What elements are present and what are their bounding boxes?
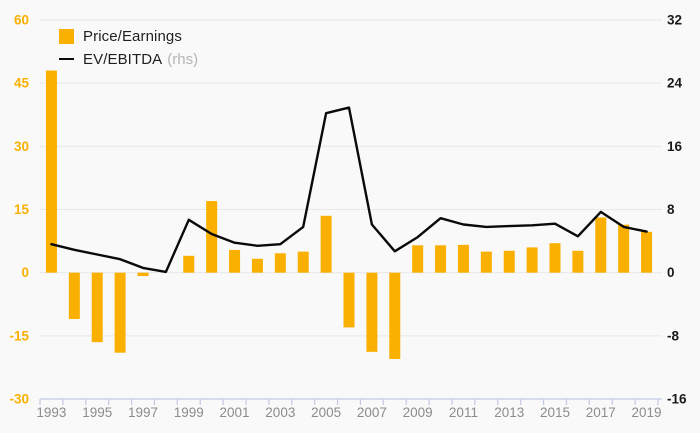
- bar-2006: [343, 272, 355, 328]
- bar-2003: [274, 253, 286, 273]
- x-axis-year-label: 2007: [357, 405, 387, 420]
- x-axis-year-label: 2005: [311, 405, 341, 420]
- bar-2009: [412, 245, 424, 273]
- bar-2007: [366, 272, 378, 352]
- left-axis-tick-label: 60: [14, 13, 29, 28]
- bar-1996: [114, 272, 126, 353]
- ev-ebitda-label: EV/EBITDA: [83, 50, 163, 68]
- bar-2011: [457, 244, 469, 273]
- x-axis-year-label: 2001: [220, 405, 250, 420]
- ev-ebitda-line-swatch-icon: [59, 57, 74, 61]
- legend-item-ev-ebitda: EV/EBITDA (rhs): [59, 48, 198, 70]
- bar-2008: [389, 272, 401, 359]
- bar-2002: [251, 258, 263, 273]
- bar-1993: [45, 70, 57, 273]
- bar-2005: [320, 215, 332, 273]
- bar-1997: [137, 272, 149, 277]
- price-earnings-label: Price/Earnings: [83, 27, 182, 45]
- x-axis-year-label: 2017: [586, 405, 616, 420]
- x-axis-year-label: 1999: [174, 405, 204, 420]
- bar-1994: [68, 272, 80, 319]
- x-axis-year-label: 1995: [82, 405, 112, 420]
- left-axis-tick-label: 30: [14, 139, 29, 154]
- legend-item-price-earnings: Price/Earnings: [59, 25, 198, 47]
- bar-1995: [91, 272, 103, 343]
- right-axis-tick-label: 24: [667, 76, 683, 91]
- ev-ebitda-rhs-suffix: (rhs): [167, 50, 199, 68]
- bar-2010: [435, 245, 447, 273]
- bar-2001: [229, 249, 241, 273]
- x-axis-year-label: 1993: [36, 405, 66, 420]
- x-axis-year-label: 2009: [403, 405, 433, 420]
- right-axis-tick-label: 8: [667, 202, 675, 217]
- bar-1999: [183, 255, 195, 273]
- bar-2018: [618, 224, 630, 273]
- right-axis-tick-label: 32: [667, 13, 682, 28]
- price-earnings-swatch-icon: [59, 28, 74, 44]
- bar-2012: [480, 251, 492, 273]
- x-axis-year-label: 2011: [449, 405, 478, 420]
- bar-2017: [595, 217, 607, 273]
- left-axis-tick-label: -30: [9, 392, 29, 407]
- right-axis-tick-label: -8: [667, 328, 679, 343]
- bar-2019: [641, 231, 653, 273]
- x-axis-year-label: 2013: [494, 405, 524, 420]
- left-axis-tick-label: 15: [14, 202, 30, 217]
- legend: Price/Earnings EV/EBITDA (rhs): [59, 25, 198, 70]
- bar-2013: [503, 250, 515, 273]
- x-axis-year-label: 2019: [632, 405, 662, 420]
- bar-2000: [206, 201, 218, 273]
- ev-ebitda-line: [50, 106, 648, 274]
- right-axis-tick-label: -16: [667, 392, 687, 407]
- bar-2014: [526, 247, 538, 273]
- bar-2015: [549, 243, 561, 273]
- right-axis-tick-label: 0: [667, 265, 675, 280]
- x-axis-year-label: 2003: [265, 405, 295, 420]
- x-axis-year-label: 2015: [540, 405, 570, 420]
- bar-2016: [572, 250, 584, 273]
- left-axis-tick-label: 45: [14, 76, 30, 91]
- left-axis-tick-label: 0: [21, 265, 29, 280]
- right-axis-tick-label: 16: [667, 139, 683, 154]
- bar-2004: [297, 251, 309, 273]
- x-axis-year-label: 1997: [128, 405, 158, 420]
- left-axis-tick-label: -15: [9, 328, 29, 343]
